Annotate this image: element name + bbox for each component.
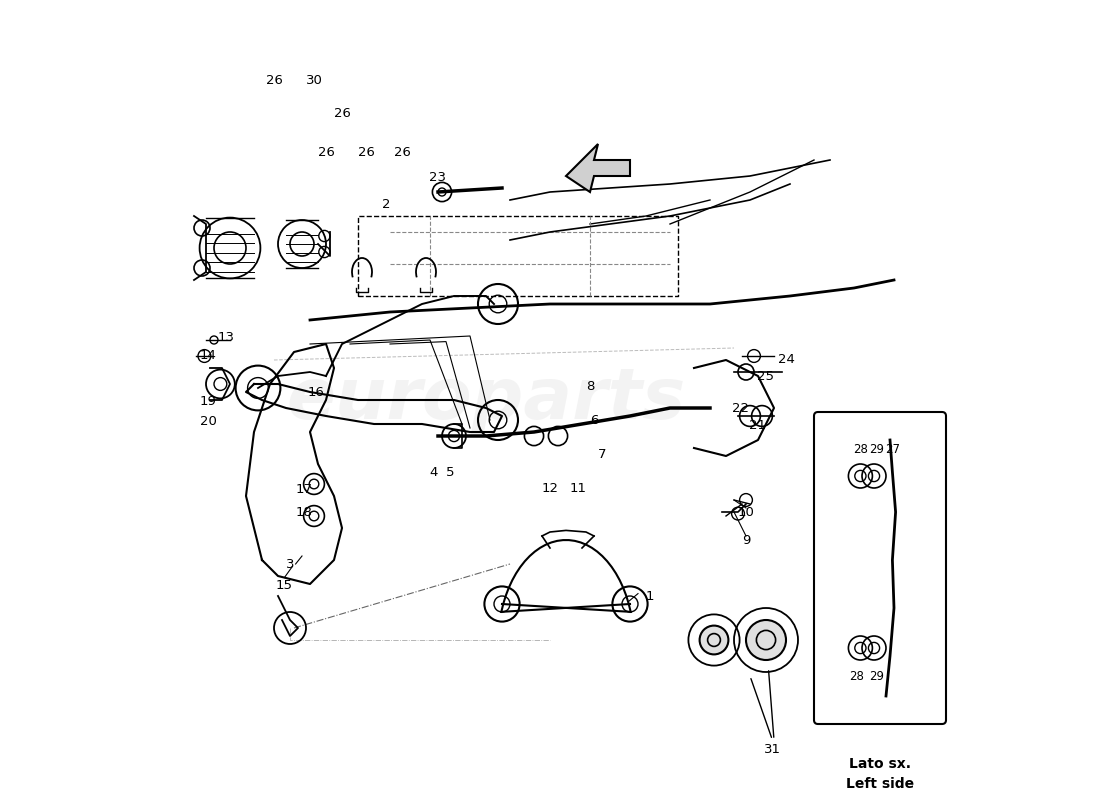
Circle shape [700,626,728,654]
Polygon shape [566,144,630,192]
Text: 15: 15 [276,579,293,592]
Text: 28: 28 [849,670,864,682]
Text: 13: 13 [218,331,234,344]
Text: 26: 26 [358,146,374,158]
Text: Left side: Left side [846,777,914,791]
Text: 26: 26 [318,146,334,158]
Text: 11: 11 [570,482,586,494]
Text: 25: 25 [758,370,774,382]
Text: 10: 10 [738,506,755,518]
Text: 14: 14 [200,349,217,362]
Text: 30: 30 [306,74,322,86]
Text: 23: 23 [429,171,447,184]
Text: 7: 7 [597,448,606,461]
Text: 22: 22 [732,402,749,414]
Text: 24: 24 [778,354,794,366]
Text: 18: 18 [295,506,312,518]
Text: 6: 6 [590,414,598,426]
Text: 5: 5 [446,466,454,478]
Text: 29: 29 [869,443,884,456]
Text: 8: 8 [586,380,594,393]
Text: 31: 31 [763,743,781,756]
Text: Lato sx.: Lato sx. [849,757,911,771]
Text: 12: 12 [541,482,559,494]
Text: 19: 19 [200,395,217,408]
Text: 1: 1 [646,590,654,602]
Text: 17: 17 [295,483,312,496]
Text: 26: 26 [394,146,410,158]
Text: 9: 9 [741,534,750,546]
Text: 29: 29 [869,670,884,682]
Text: 20: 20 [200,415,217,428]
Circle shape [746,620,786,660]
Text: europarts: europarts [286,366,685,434]
Text: 16: 16 [308,386,324,398]
Text: 28: 28 [852,443,868,456]
Text: 26: 26 [333,107,351,120]
Text: 2: 2 [382,198,390,210]
Text: 4: 4 [430,466,438,478]
Text: 21: 21 [749,419,767,432]
Text: 27: 27 [884,443,900,456]
FancyBboxPatch shape [814,412,946,724]
Text: 26: 26 [265,74,283,86]
Text: 3: 3 [286,558,295,570]
